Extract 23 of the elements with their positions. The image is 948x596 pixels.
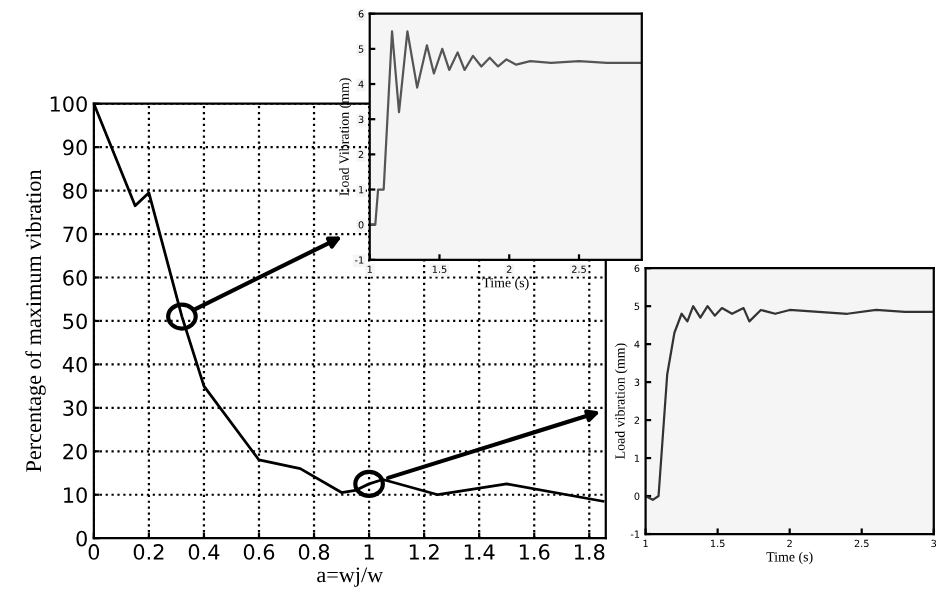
line-series bbox=[369, 30, 642, 226]
x-tick-label: 0.4 bbox=[188, 544, 220, 560]
x-tick-label: 0 bbox=[88, 544, 100, 560]
x-tick-label: 1.8 bbox=[574, 544, 605, 560]
x-tick-label: 1.2 bbox=[409, 544, 439, 560]
x-axis-title: a=wj/w bbox=[317, 567, 384, 587]
x-tick-label: 1.4 bbox=[464, 544, 495, 560]
x-tick-label: 0.6 bbox=[243, 544, 275, 560]
x-tick-label: 0.2 bbox=[133, 544, 164, 560]
y-tick-label: 60 bbox=[63, 269, 87, 286]
y-tick-label: 30 bbox=[63, 400, 87, 417]
y-tick-label: 10 bbox=[64, 487, 87, 503]
y-tick-label: 80 bbox=[63, 183, 87, 199]
y-tick-label: 70 bbox=[63, 226, 87, 243]
y-axis-title: Percentage of maximum vibration bbox=[25, 169, 46, 472]
y-tick-label: 100 bbox=[50, 96, 87, 112]
y-tick-label: 20 bbox=[63, 443, 87, 460]
x-tick-label: 0.8 bbox=[298, 544, 330, 560]
x-tick-label: 1.6 bbox=[519, 544, 550, 560]
line-series bbox=[645, 305, 934, 501]
y-tick-label: 40 bbox=[62, 356, 87, 373]
y-tick-label: 90 bbox=[63, 139, 87, 156]
y-tick-label: 50 bbox=[63, 313, 87, 330]
